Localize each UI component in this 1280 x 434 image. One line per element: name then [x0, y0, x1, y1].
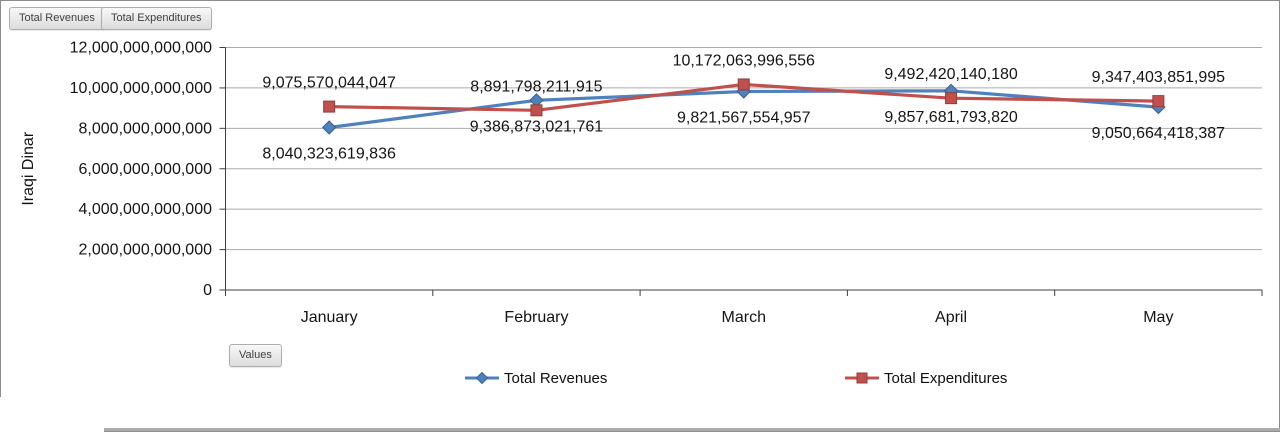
data-point-total-expenditures [737, 78, 750, 91]
field-button-total-expenditures[interactable]: Total Expenditures [101, 7, 212, 30]
data-label-total-expenditures: 10,172,063,996,556 [673, 52, 815, 69]
legend-line-square-icon [845, 372, 879, 384]
x-axis-category-label: January [301, 309, 358, 326]
y-axis-tick-label: 4,000,000,000,000 [79, 201, 213, 218]
y-axis-tick-label: 8,000,000,000,000 [79, 120, 213, 137]
data-label-total-expenditures: 8,891,798,211,915 [470, 78, 602, 95]
data-point-total-expenditures [945, 92, 958, 105]
data-label-total-revenues: 8,040,323,619,836 [262, 146, 396, 163]
y-axis-tick-label: 10,000,000,000,000 [70, 80, 212, 97]
data-label-total-expenditures: 9,075,570,044,047 [262, 75, 396, 92]
data-label-total-revenues: 9,050,664,418,387 [1092, 125, 1226, 142]
y-axis-tick-label: 12,000,000,000,000 [70, 40, 212, 57]
values-field-button[interactable]: Values [229, 344, 282, 367]
frame-border-top [0, 0, 1280, 1]
legend-label-total-revenues: Total Revenues [504, 369, 608, 387]
data-point-total-expenditures [1152, 95, 1165, 108]
y-axis-tick-label: 6,000,000,000,000 [79, 161, 213, 178]
field-button-total-revenues[interactable]: Total Revenues [9, 7, 105, 30]
data-label-total-revenues: 9,821,567,554,957 [677, 110, 811, 127]
bottom-separator [104, 428, 1280, 432]
data-point-total-expenditures [323, 100, 336, 113]
legend-line-diamond-icon [465, 371, 499, 385]
data-label-total-revenues: 9,386,873,021,761 [470, 118, 604, 135]
y-axis-title: Iraqi Dinar [20, 131, 37, 205]
y-axis-tick-label: 0 [203, 282, 212, 299]
legend-label-total-expenditures: Total Expenditures [884, 369, 1008, 387]
data-label-total-expenditures: 9,492,420,140,180 [884, 66, 1018, 83]
x-axis-category-label: February [504, 309, 568, 326]
x-axis-category-label: April [935, 309, 967, 326]
chart-legend: Total Revenues Total Expenditures [0, 368, 1280, 390]
data-label-total-expenditures: 9,347,403,851,995 [1092, 69, 1226, 86]
x-axis-category-label: May [1143, 309, 1173, 326]
x-axis-category-label: March [722, 309, 766, 326]
legend-item-total-expenditures: Total Expenditures [845, 368, 1007, 388]
data-point-total-expenditures [530, 104, 543, 117]
frame-border-left [0, 0, 1, 397]
data-point-total-revenues [321, 120, 337, 135]
data-label-total-revenues: 9,857,681,793,820 [884, 109, 1018, 126]
y-axis-tick-label: 2,000,000,000,000 [79, 242, 213, 259]
legend-item-total-revenues: Total Revenues [465, 368, 607, 388]
